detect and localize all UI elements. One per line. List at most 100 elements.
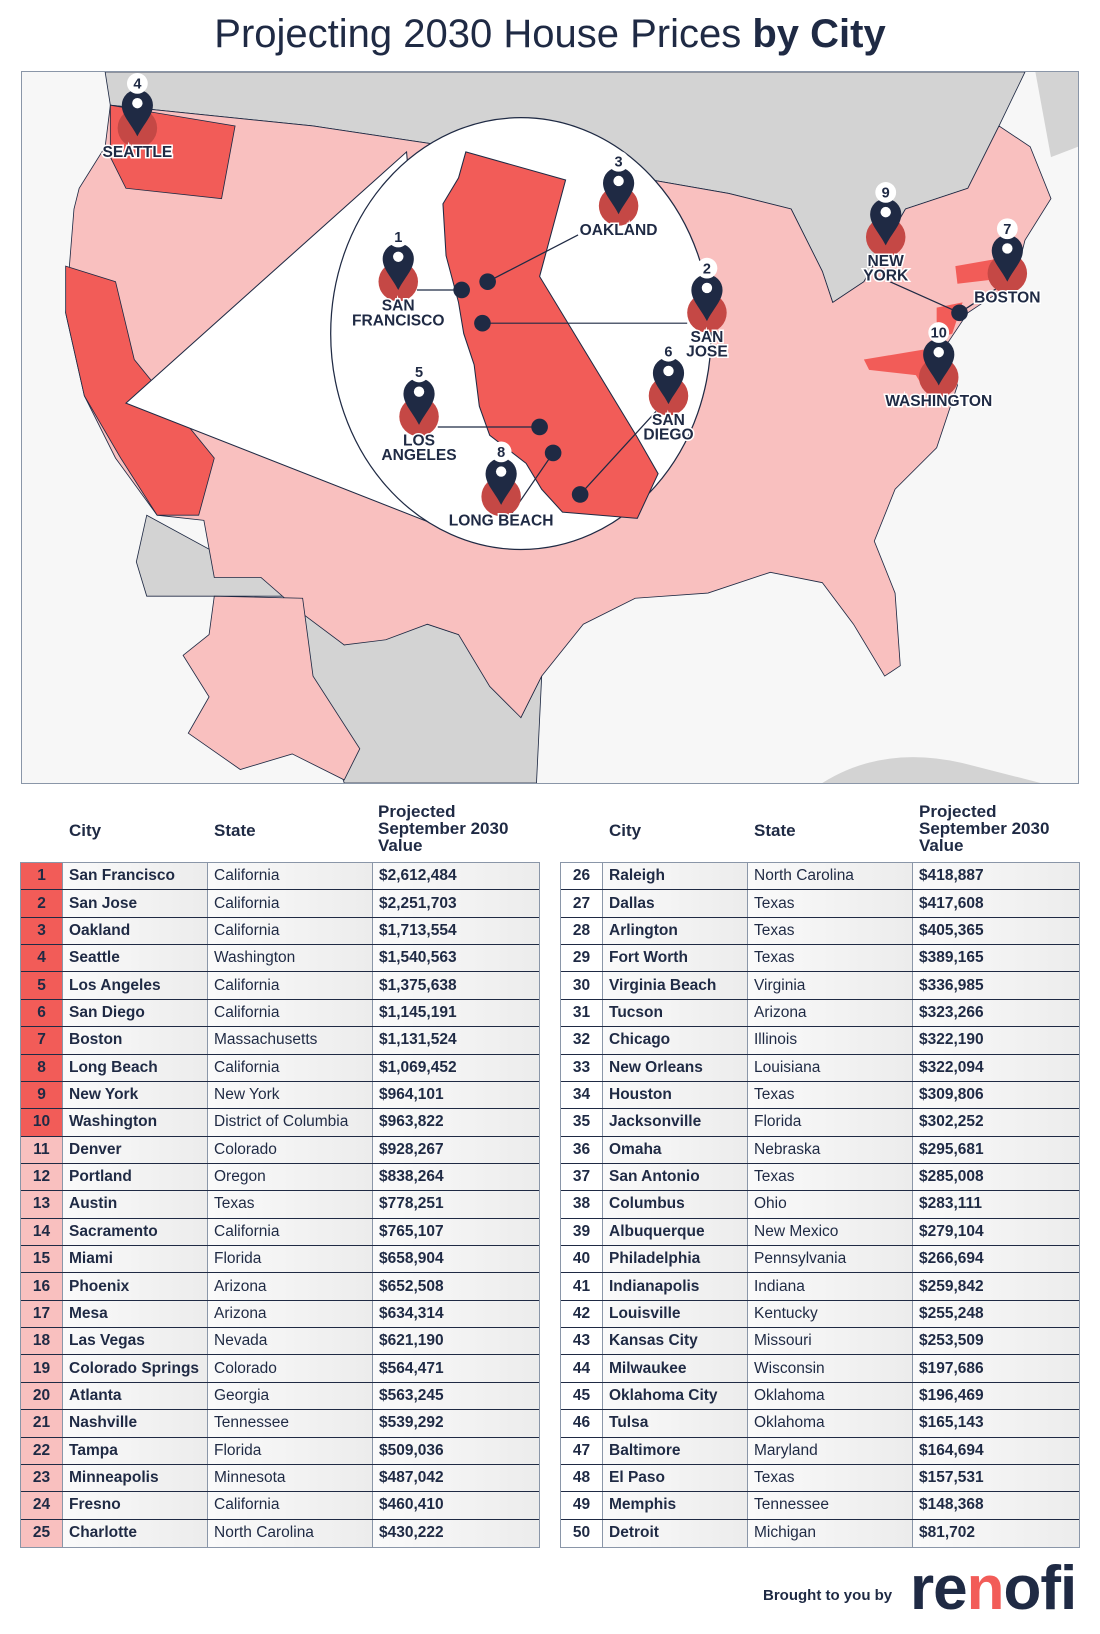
value-cell: $1,131,524: [373, 1027, 539, 1054]
table-row: 2 San Jose California $2,251,703: [21, 890, 539, 918]
rank-cell: 21: [21, 1410, 63, 1437]
table-row: 34 Houston Texas $309,806: [561, 1081, 1079, 1110]
pin-label: WASHINGTON: [885, 393, 992, 410]
value-cell: $266,694: [913, 1246, 1079, 1273]
city-cell: Kansas City: [603, 1328, 748, 1355]
state-cell: Maryland: [748, 1437, 913, 1464]
state-cell: Florida: [748, 1109, 913, 1136]
left-header-state: State: [214, 821, 256, 840]
value-cell: $148,368: [913, 1492, 1079, 1519]
city-cell: Oklahoma City: [603, 1382, 748, 1410]
city-cell: Nashville: [63, 1410, 208, 1437]
value-cell: $389,165: [913, 945, 1079, 972]
rank-cell: 43: [561, 1328, 603, 1355]
city-cell: Los Angeles: [63, 972, 208, 999]
alaska: [182, 595, 361, 781]
value-cell: $963,822: [373, 1109, 539, 1136]
city-cell: Denver: [63, 1136, 208, 1163]
table-row: 20 Atlanta Georgia $563,245: [21, 1382, 539, 1411]
header-value-line: Value: [919, 836, 964, 855]
rank-cell: 27: [561, 890, 603, 917]
city-cell: Long Beach: [63, 1054, 208, 1081]
right-header-value: Projected September 2030 Value: [919, 803, 1049, 854]
renofi-logo: renofi: [910, 1553, 1077, 1624]
table-row: 6 San Diego California $1,145,191: [21, 999, 539, 1028]
pin-label: BOSTON: [974, 289, 1040, 306]
value-cell: $634,314: [373, 1300, 539, 1328]
rank-cell: 45: [561, 1382, 603, 1410]
rank-cell: 41: [561, 1273, 603, 1300]
rank-cell: 30: [561, 972, 603, 999]
rank-cell: 13: [21, 1191, 63, 1218]
header-value-line: September 2030: [378, 819, 509, 838]
state-cell: Oregon: [208, 1163, 373, 1191]
value-cell: $2,251,703: [373, 890, 539, 917]
state-cell: Florida: [208, 1246, 373, 1273]
rank-cell: 15: [21, 1246, 63, 1273]
state-cell: Arizona: [208, 1273, 373, 1300]
rank-cell: 28: [561, 917, 603, 945]
state-cell: Texas: [748, 1081, 913, 1109]
value-cell: $336,985: [913, 972, 1079, 999]
value-cell: $157,531: [913, 1464, 1079, 1492]
value-cell: $765,107: [373, 1218, 539, 1246]
value-cell: $1,145,191: [373, 999, 539, 1027]
table-row: 23 Minneapolis Minnesota $487,042: [21, 1464, 539, 1493]
table-row: 45 Oklahoma City Oklahoma $196,469: [561, 1382, 1079, 1411]
city-cell: Miami: [63, 1246, 208, 1273]
pin-rank: 6: [664, 344, 672, 360]
state-cell: Texas: [748, 890, 913, 917]
city-cell: Oakland: [63, 917, 208, 945]
state-cell: Colorado: [208, 1136, 373, 1163]
pin-label: DIEGO: [643, 426, 693, 443]
pin-label: LONG BEACH: [449, 513, 554, 530]
map-pin-icon: [923, 338, 955, 386]
table-row: 37 San Antonio Texas $285,008: [561, 1163, 1079, 1192]
state-cell: Tennessee: [208, 1410, 373, 1437]
dot-san-diego: [571, 486, 589, 503]
table-row: 7 Boston Massachusetts $1,131,524: [21, 1027, 539, 1055]
rank-cell: 26: [561, 863, 603, 890]
city-cell: Portland: [63, 1163, 208, 1191]
value-cell: $197,686: [913, 1355, 1079, 1382]
table-row: 35 Jacksonville Florida $302,252: [561, 1109, 1079, 1137]
city-cell: Baltimore: [603, 1437, 748, 1464]
state-cell: Wisconsin: [748, 1355, 913, 1382]
pin-rank: 4: [133, 77, 141, 93]
map-pin: 8 LONG BEACH: [447, 441, 555, 531]
state-cell: North Carolina: [208, 1519, 373, 1547]
value-cell: $417,608: [913, 890, 1079, 917]
right-header-state: State: [754, 821, 796, 840]
table-row: 28 Arlington Texas $405,365: [561, 917, 1079, 946]
table-row: 40 Philadelphia Pennsylvania $266,694: [561, 1246, 1079, 1274]
state-cell: Illinois: [748, 1027, 913, 1054]
state-cell: California: [208, 1218, 373, 1246]
rank-cell: 12: [21, 1163, 63, 1191]
rank-cell: 9: [21, 1081, 63, 1109]
table-row: 33 New Orleans Louisiana $322,094: [561, 1054, 1079, 1082]
value-cell: $509,036: [373, 1437, 539, 1464]
rank-cell: 1: [21, 863, 63, 890]
map-pin-icon: [382, 243, 414, 290]
city-cell: Virginia Beach: [603, 972, 748, 999]
page-title: Projecting 2030 House Prices by City: [0, 12, 1100, 57]
state-cell: Louisiana: [748, 1054, 913, 1081]
pin-hole: [663, 365, 674, 377]
value-cell: $253,509: [913, 1328, 1079, 1355]
rank-badge: [928, 322, 950, 343]
value-cell: $778,251: [373, 1191, 539, 1218]
pin-hole: [132, 97, 143, 109]
city-cell: Dallas: [603, 890, 748, 917]
map-svg: 4SEATTLE1SANFRANCISCO3OAKLAND2SANJOSE6SA…: [65, 72, 1078, 783]
rank-badge: [996, 218, 1018, 240]
state-cell: California: [208, 972, 373, 999]
city-cell: Chicago: [603, 1027, 748, 1054]
table-row: 3 Oakland California $1,713,554: [21, 917, 539, 946]
table-row: 14 Sacramento California $765,107: [21, 1218, 539, 1247]
state-cell: Virginia: [748, 972, 913, 999]
pin-rank: 1: [394, 230, 402, 246]
